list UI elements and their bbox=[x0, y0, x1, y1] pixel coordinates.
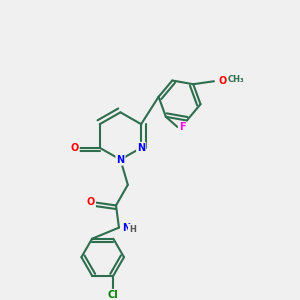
Text: N: N bbox=[137, 143, 145, 153]
Text: N: N bbox=[116, 154, 124, 165]
Text: F: F bbox=[179, 122, 185, 132]
Text: Cl: Cl bbox=[108, 290, 119, 300]
Text: O: O bbox=[219, 76, 227, 86]
Text: O: O bbox=[70, 143, 79, 153]
Text: O: O bbox=[87, 197, 95, 208]
Text: CH₃: CH₃ bbox=[228, 75, 244, 84]
Text: H: H bbox=[129, 225, 136, 234]
Text: N: N bbox=[122, 223, 130, 232]
